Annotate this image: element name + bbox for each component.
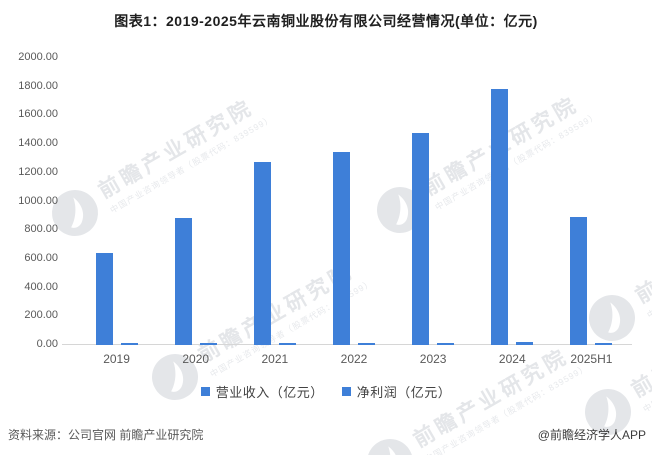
chart-title: 图表1：2019-2025年云南铜业股份有限公司经营情况(单位：亿元) bbox=[114, 13, 538, 29]
chart-legend: 营业收入（亿元） 净利润（亿元） bbox=[0, 382, 652, 401]
legend-label-net-profit: 净利润（亿元） bbox=[356, 385, 452, 400]
net-profit-bar bbox=[516, 342, 534, 345]
watermark-main-text: 前瞻产业研究院 bbox=[94, 95, 258, 203]
watermark-sub-text: 中国产业咨询领导者（股票代码：839599） bbox=[432, 109, 600, 212]
legend-item-revenue: 营业收入（亿元） bbox=[200, 382, 324, 401]
y-axis-label: 1600.00 bbox=[18, 108, 58, 121]
x-axis-label: 2023 bbox=[419, 352, 447, 366]
y-axis-label: 200.00 bbox=[24, 309, 58, 322]
revenue-bar bbox=[491, 88, 509, 345]
x-axis-label: 2021 bbox=[261, 352, 289, 366]
watermark: 前瞻产业研究院中国产业咨询领导者（股票代码：839599） bbox=[44, 84, 276, 245]
x-axis-label: 2022 bbox=[340, 352, 368, 366]
net-profit-legend-swatch-icon bbox=[341, 387, 351, 396]
watermark-sub-text: 中国产业咨询领导者（股票代码：839599） bbox=[644, 217, 652, 320]
net-profit-bar bbox=[120, 343, 138, 345]
y-axis-label: 1000.00 bbox=[18, 194, 58, 207]
x-axis-label: 2025H1 bbox=[570, 352, 613, 366]
net-profit-bar bbox=[278, 343, 296, 345]
net-profit-bar bbox=[437, 342, 455, 345]
x-axis-label: 2020 bbox=[182, 352, 210, 366]
legend-label-revenue: 营业收入（亿元） bbox=[215, 385, 324, 400]
revenue-bar bbox=[570, 217, 588, 345]
net-profit-bar bbox=[358, 342, 375, 345]
watermark-logo-icon bbox=[581, 287, 644, 350]
y-axis-label: 0.00 bbox=[36, 338, 58, 350]
y-axis-label: 1400.00 bbox=[18, 137, 58, 150]
y-axis-label: 800.00 bbox=[24, 223, 58, 236]
y-axis-label: 1200.00 bbox=[18, 165, 58, 178]
y-axis-label: 2000.00 bbox=[18, 51, 58, 63]
y-axis-label: 400.00 bbox=[24, 280, 58, 293]
x-axis-label: 2019 bbox=[103, 352, 130, 366]
revenue-bar bbox=[95, 253, 113, 345]
x-axis-label: 2024 bbox=[498, 352, 526, 366]
revenue-bar bbox=[174, 218, 192, 345]
net-profit-bar bbox=[595, 342, 613, 345]
legend-item-net-profit: 净利润（亿元） bbox=[341, 382, 452, 401]
watermark-sub-text: 中国产业咨询领导者（股票代码：839599） bbox=[107, 112, 275, 215]
revenue-bar bbox=[333, 151, 350, 345]
revenue-legend-swatch-icon bbox=[200, 387, 210, 396]
y-axis-label: 600.00 bbox=[24, 251, 58, 264]
net-profit-bar bbox=[199, 343, 217, 345]
watermark: 前瞻产业研究院中国产业咨询领导者（股票代码：839599） bbox=[581, 189, 652, 350]
source-note: 资料来源：公司官网 前瞻产业研究院 bbox=[8, 428, 204, 442]
watermark-logo-icon bbox=[359, 431, 422, 455]
watermark-main-text: 前瞻产业研究院 bbox=[631, 200, 652, 308]
revenue-bar bbox=[253, 162, 271, 345]
revenue-bar bbox=[412, 133, 430, 345]
y-axis-label: 1800.00 bbox=[18, 79, 58, 92]
credit-note: @前瞻经济学人APP bbox=[537, 428, 646, 442]
